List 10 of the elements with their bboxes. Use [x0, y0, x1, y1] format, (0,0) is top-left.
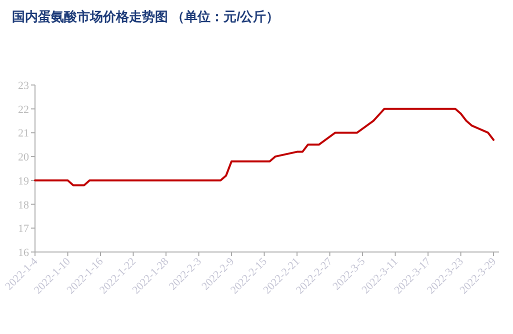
y-tick-label: 18	[18, 199, 30, 212]
y-tick-label: 16	[18, 247, 30, 259]
y-tick-label: 23	[18, 80, 30, 92]
chart-title: 国内蛋氨酸市场价格走势图 （单位：元/公斤）	[12, 9, 280, 24]
y-tick-label: 22	[18, 104, 29, 116]
line-series	[34, 108, 495, 186]
y-tick-label: 21	[18, 128, 29, 140]
y-tick-label: 19	[18, 175, 30, 188]
y-tick-label: 20	[18, 152, 30, 164]
y-tick-label: 17	[18, 223, 30, 236]
